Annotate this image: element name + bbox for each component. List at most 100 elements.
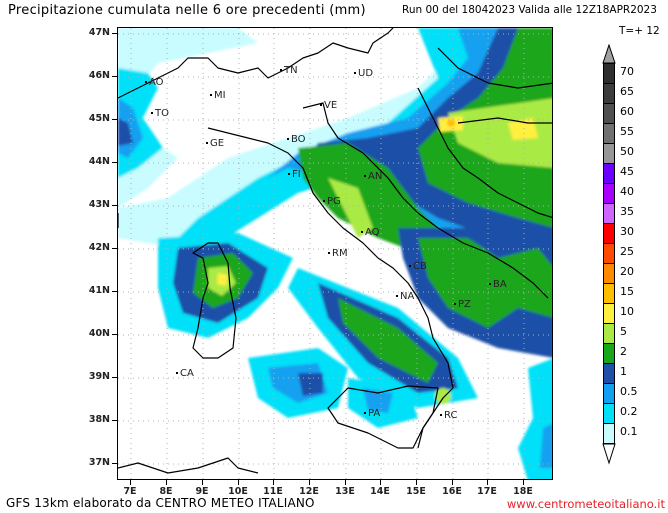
lon-tick [452,480,453,485]
lat-tick [112,377,117,378]
lat-label: 39N [88,371,110,382]
lon-label: 13E [335,486,355,497]
lon-tick [202,480,203,485]
legend-swatch [603,163,615,184]
lon-tick [345,480,346,485]
legend-swatch [603,243,615,264]
legend-swatch [603,263,615,284]
city-label-venezia: VE [320,100,337,111]
legend-label: 1 [620,365,627,378]
legend-label: 60 [620,105,634,118]
lon-label: 9E [195,486,209,497]
city-label-genova: GE [206,138,224,149]
legend-swatch [603,403,615,424]
legend-swatch [603,343,615,364]
forecast-time-step: T=+ 12 [619,25,660,37]
lat-label: 45N [88,113,110,124]
lon-label: 12E [299,486,319,497]
lon-label: 7E [123,486,137,497]
legend-label: 35 [620,205,634,218]
lat-tick [112,248,117,249]
legend-swatch [603,283,615,304]
city-label-cagliari: CA [176,368,194,379]
city-label-trento: TN [280,65,298,76]
legend-label: 45 [620,165,634,178]
legend-label: 65 [620,85,634,98]
lat-tick [112,420,117,421]
lat-tick [112,463,117,464]
lat-tick [112,33,117,34]
lon-tick [523,480,524,485]
lon-tick [487,480,488,485]
precipitation-map[interactable]: AO TO MI TN UD VE GE BO FI AN PG AQ RM C… [117,27,553,480]
city-label-aosta: AO [145,77,164,88]
legend-label: 55 [620,125,634,138]
legend-swatch [603,83,615,104]
lon-tick [166,480,167,485]
lon-label: 8E [159,486,173,497]
legend-swatch [603,383,615,404]
city-label-perugia: PG [323,196,341,207]
model-credit: GFS 13km elaborato da CENTRO METEO ITALI… [6,496,315,510]
precipitation-legend: 70 65 60 55 50 45 40 35 30 25 20 15 10 5… [602,44,643,465]
lat-label: 47N [88,27,110,38]
legend-label: 0.1 [620,425,638,438]
lat-tick [112,205,117,206]
lat-label: 41N [88,285,110,296]
legend-label: 40 [620,185,634,198]
city-label-firenze: FI [288,169,301,180]
run-info: Run 00 del 18042023 Valida alle 12Z18APR… [402,4,657,16]
lon-label: 15E [406,486,426,497]
legend-swatch [603,363,615,384]
legend-label: 50 [620,145,634,158]
legend-swatch [603,123,615,144]
lon-tick [309,480,310,485]
lat-label: 38N [88,414,110,425]
lon-tick [273,480,274,485]
city-label-reggio-calabria: RC [440,410,457,421]
legend-label: 10 [620,305,634,318]
city-label-bari: BA [489,279,507,290]
lat-tick [112,119,117,120]
legend-label: 30 [620,225,634,238]
lon-label: 11E [263,486,283,497]
lat-tick [112,162,117,163]
city-label-torino: TO [151,108,169,119]
legend-swatch [603,183,615,204]
city-label-napoli: NA [396,291,414,302]
city-label-palermo: PA [364,408,380,419]
city-label-roma: RM [328,248,348,259]
legend-swatch [603,423,615,444]
lat-label: 42N [88,242,110,253]
legend-label: 20 [620,265,634,278]
lon-label: 16E [442,486,462,497]
legend-label: 70 [620,65,634,78]
city-label-udine: UD [354,68,373,79]
legend-swatch [603,323,615,344]
precipitation-field [118,28,552,479]
legend-label: 25 [620,245,634,258]
legend-top-arrow-icon [602,44,616,64]
lon-tick [380,480,381,485]
legend-label: 0.5 [620,385,638,398]
legend-label: 2 [620,345,627,358]
lat-label: 46N [88,70,110,81]
lat-label: 44N [88,156,110,167]
city-label-laquila: AQ [361,227,380,238]
lon-label: 14E [370,486,390,497]
lon-label: 10E [228,486,248,497]
lon-label: 17E [477,486,497,497]
legend-label: 15 [620,285,634,298]
lat-tick [112,76,117,77]
legend-bottom-arrow-icon [602,443,616,465]
legend-swatch [603,303,615,324]
city-label-ancona: AN [364,171,382,182]
legend-swatch [603,103,615,124]
city-label-potenza: PZ [454,299,471,310]
lon-tick [130,480,131,485]
lat-tick [112,334,117,335]
legend-swatch [603,143,615,164]
map-title: Precipitazione cumulata nelle 6 ore prec… [8,3,366,18]
website-link[interactable]: www.centrometeoitaliano.it [506,497,665,511]
lat-tick [112,291,117,292]
